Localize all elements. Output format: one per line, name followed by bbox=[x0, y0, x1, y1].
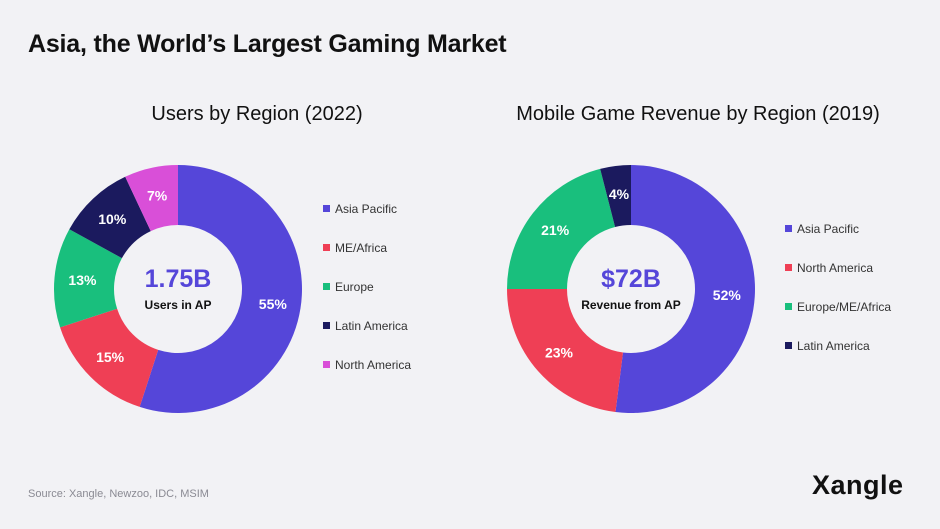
data-label: 10% bbox=[98, 211, 127, 227]
slice-latin-america bbox=[69, 176, 151, 259]
legend-label: Asia Pacific bbox=[797, 221, 860, 236]
data-label: 13% bbox=[68, 272, 97, 288]
data-label: 7% bbox=[147, 187, 168, 203]
legend-swatch bbox=[323, 244, 330, 251]
data-label: 4% bbox=[609, 186, 630, 202]
legend-item: Latin America bbox=[323, 306, 411, 345]
legend-swatch bbox=[323, 205, 330, 212]
legend-swatch bbox=[785, 303, 792, 310]
legend-swatch bbox=[785, 342, 792, 349]
data-label: 52% bbox=[713, 287, 742, 303]
legend-item: Asia Pacific bbox=[323, 189, 411, 228]
legend-item: ME/Africa bbox=[323, 228, 411, 267]
slice-asia-pacific bbox=[615, 164, 756, 413]
data-label: 21% bbox=[541, 222, 570, 238]
xangle-logo: Xangle bbox=[812, 470, 904, 500]
legend-label: Latin America bbox=[335, 318, 408, 333]
chart-title-revenue: Mobile Game Revenue by Region (2019) bbox=[516, 103, 880, 125]
data-label: 55% bbox=[259, 296, 288, 312]
slice-latin-america bbox=[600, 165, 631, 228]
center-label: Revenue from AP bbox=[581, 298, 681, 312]
center-value: 1.75B bbox=[145, 265, 212, 293]
center-label: Users in AP bbox=[145, 298, 212, 312]
slice-me-africa bbox=[60, 308, 159, 407]
legend-swatch bbox=[785, 225, 792, 232]
center-value: $72B bbox=[601, 265, 661, 293]
legend-swatch bbox=[323, 283, 330, 290]
legend-swatch bbox=[785, 264, 792, 271]
data-label: 15% bbox=[96, 349, 125, 365]
slice-asia-pacific bbox=[139, 165, 303, 413]
legend-label: Europe bbox=[335, 279, 374, 294]
source-note: Source: Xangle, Newzoo, IDC, MSIM bbox=[28, 488, 209, 500]
slice-north-america bbox=[507, 289, 623, 413]
legend-label: North America bbox=[797, 260, 874, 275]
legend-label: Latin America bbox=[797, 338, 870, 353]
legend-users: Asia Pacific ME/Africa Europe Latin America… bbox=[323, 189, 411, 384]
slice-europe-me-africa bbox=[507, 168, 616, 289]
chart-title-users: Users by Region (2022) bbox=[151, 103, 363, 125]
legend-label: Europe/ME/Africa bbox=[797, 299, 892, 314]
slice-europe bbox=[54, 229, 122, 328]
legend-item: Latin America bbox=[785, 326, 891, 365]
legend-swatch bbox=[323, 322, 330, 329]
legend-label: North America bbox=[335, 357, 412, 372]
legend-revenue: Asia Pacific North America Europe/ME/Afric… bbox=[785, 209, 891, 365]
legend-item: North America bbox=[323, 345, 411, 384]
legend-swatch bbox=[323, 361, 330, 368]
legend-label: ME/Africa bbox=[335, 240, 388, 255]
slice-north-america bbox=[125, 165, 178, 232]
legend-item: North America bbox=[785, 248, 891, 287]
page-title: Asia, the World’s Largest Gaming Market bbox=[28, 30, 507, 58]
legend-item: Europe/ME/Africa bbox=[785, 287, 891, 326]
legend-item: Asia Pacific bbox=[785, 209, 891, 248]
legend-label: Asia Pacific bbox=[335, 201, 398, 216]
legend-item: Europe bbox=[323, 267, 411, 306]
data-label: 23% bbox=[545, 344, 574, 360]
